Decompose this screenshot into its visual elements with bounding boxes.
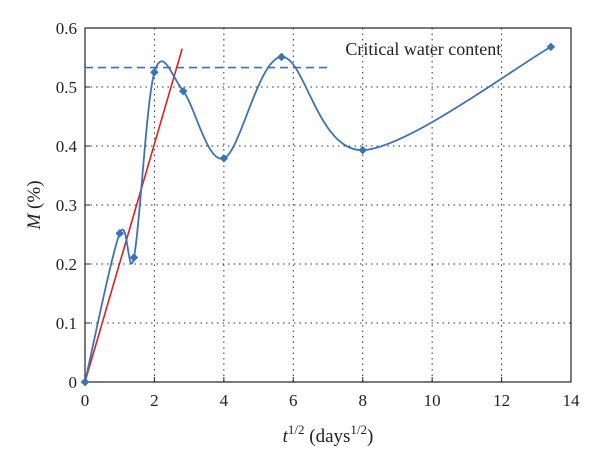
data-series (80, 42, 556, 387)
y-tick-label: 0.1 (56, 314, 77, 333)
x-tick-label: 12 (493, 391, 510, 410)
y-tick-label: 0.5 (56, 78, 77, 97)
x-tick-label: 6 (289, 391, 298, 410)
y-ticks: 0 0.1 0.2 0.3 0.4 0.5 0.6 (56, 19, 90, 392)
data-point (546, 42, 556, 52)
data-point (150, 67, 159, 77)
data-point (277, 52, 286, 62)
x-tick-label: 10 (424, 391, 441, 410)
x-tick-label: 8 (358, 391, 367, 410)
data-point (178, 86, 188, 96)
data-point (80, 377, 90, 387)
x-tick-label: 14 (563, 391, 581, 410)
data-point (219, 154, 229, 163)
y-tick-label: 0.2 (56, 255, 77, 274)
y-tick-label: 0.4 (56, 137, 78, 156)
y-tick-label: 0.3 (56, 196, 77, 215)
y-tick-label: 0 (69, 373, 78, 392)
critical-water-content-annotation: Critical water content (345, 39, 501, 59)
y-axis-title: M (%) (24, 180, 45, 230)
x-tick-label: 2 (150, 391, 159, 410)
grid-lines (85, 28, 571, 382)
fit-line-group (84, 48, 183, 383)
x-axis-title: t1/2 (days1/2) (283, 422, 374, 447)
x-tick-label: 4 (220, 391, 229, 410)
linear-fit-line (84, 48, 183, 383)
data-point (115, 228, 125, 238)
x-tick-label: 0 (81, 391, 90, 410)
y-tick-label: 0.6 (56, 19, 77, 38)
data-point (129, 253, 139, 262)
data-point (358, 145, 368, 155)
